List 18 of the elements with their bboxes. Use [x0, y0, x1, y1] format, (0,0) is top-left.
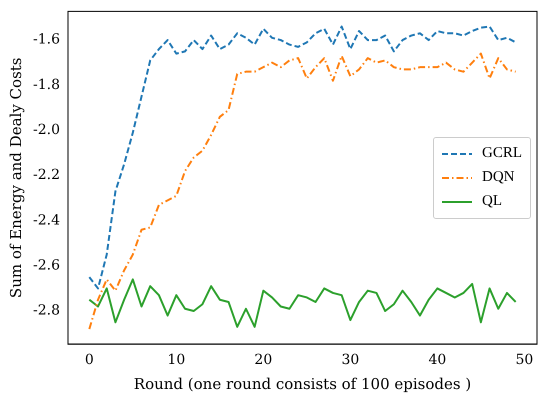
y-tick-label: -2.6: [32, 257, 60, 274]
y-tick-label: -1.6: [32, 32, 60, 48]
x-tick-label: 20: [254, 352, 272, 368]
x-tick-label: 50: [515, 352, 534, 368]
y-tick-label: -2.4: [32, 212, 60, 228]
legend-label: QL: [482, 193, 502, 210]
legend-label: GCRL: [482, 145, 522, 162]
y-tick-label: -1.8: [32, 76, 60, 93]
x-axis-title: Round (one round consists of 100 episodes ): [134, 374, 472, 393]
x-tick-label: 0: [84, 352, 94, 368]
x-tick-label: 30: [341, 352, 360, 368]
y-axis-title: Sum of Energy and Dealy Costs: [6, 58, 25, 298]
x-tick-label: 10: [167, 352, 186, 368]
y-tick-label: -2.0: [32, 122, 60, 138]
y-tick-label: -2.8: [32, 302, 60, 319]
x-tick-label: 40: [428, 352, 446, 368]
legend-label: DQN: [482, 169, 514, 186]
y-tick-label: -2.2: [32, 167, 60, 184]
